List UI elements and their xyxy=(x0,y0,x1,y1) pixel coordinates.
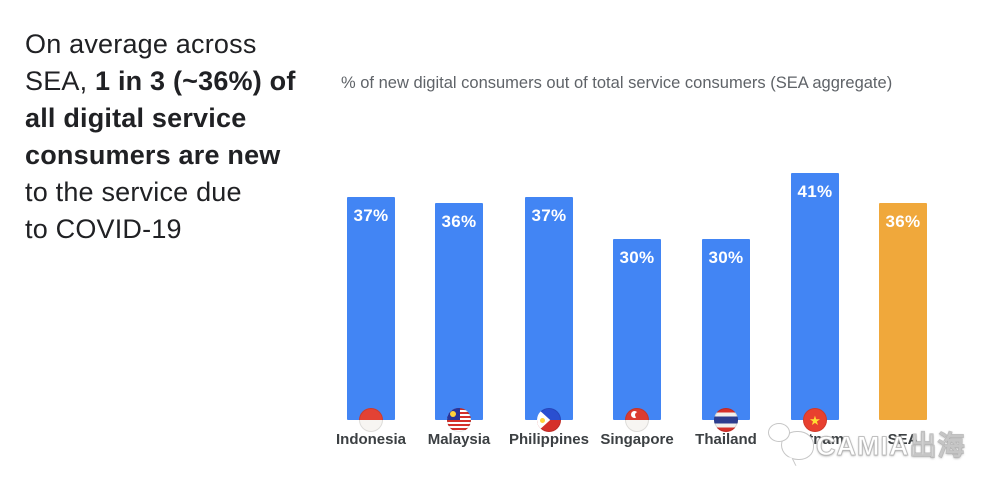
headline-line: SEA, 1 in 3 (~36%) of xyxy=(25,63,296,100)
headline-line: all digital service xyxy=(25,100,296,137)
headline-line: to the service due xyxy=(25,174,296,211)
bar-value-label: 37% xyxy=(531,206,567,225)
bar-vietnam: 41% xyxy=(791,173,839,420)
headline-line: to COVID-19 xyxy=(25,211,296,248)
bar-indonesia: 37% xyxy=(347,197,395,420)
headline-text-bold: 1 in 3 (~36%) of xyxy=(95,66,296,96)
watermark: CAMIA出海 xyxy=(768,420,966,466)
headline-text: SEA, xyxy=(25,66,96,96)
singapore-flag-icon xyxy=(625,408,649,432)
headline: On average across SEA, 1 in 3 (~36%) of … xyxy=(25,26,296,248)
bar-singapore: 30% xyxy=(613,239,661,420)
axis-label-indonesia: Indonesia xyxy=(335,431,406,448)
axis-label-malaysia: Malaysia xyxy=(427,431,491,448)
bar-sea: 36% xyxy=(879,203,927,420)
malaysia-flag-icon xyxy=(447,408,471,432)
bar-value-label: 41% xyxy=(797,182,833,201)
bar-thailand: 30% xyxy=(702,239,750,420)
thailand-flag-icon xyxy=(714,408,738,432)
bar-value-label: 37% xyxy=(353,206,389,225)
bar-value-label: 36% xyxy=(885,212,921,231)
headline-text: On average across xyxy=(25,29,257,59)
bar-value-label: 30% xyxy=(708,248,744,267)
bar-value-label: 36% xyxy=(441,212,477,231)
axis-label-singapore: Singapore xyxy=(600,431,674,448)
headline-text-bold: all digital service xyxy=(25,103,247,133)
headline-text: to COVID-19 xyxy=(25,214,182,244)
headline-line: On average across xyxy=(25,26,296,63)
chat-bubbles-icon xyxy=(768,420,816,466)
vietnam-flag-icon xyxy=(803,408,827,432)
chart-title: % of new digital consumers out of total … xyxy=(341,74,893,92)
headline-line: consumers are new xyxy=(25,137,296,174)
headline-text: to the service due xyxy=(25,177,242,207)
watermark-text: CAMIA出海 xyxy=(816,430,966,461)
chat-bubble-small xyxy=(768,423,790,442)
axis-label-thailand: Thailand xyxy=(695,431,757,448)
indonesia-flag-icon xyxy=(359,408,383,432)
philippines-flag-icon xyxy=(537,408,561,432)
headline-text-bold: consumers are new xyxy=(25,140,281,170)
bar-value-label: 30% xyxy=(619,248,655,267)
axis-label-sea: SEA xyxy=(887,431,919,448)
axis-label-philippines: Philippines xyxy=(508,431,589,448)
bar-philippines: 37% xyxy=(525,197,573,420)
bar-malaysia: 36% xyxy=(435,203,483,420)
